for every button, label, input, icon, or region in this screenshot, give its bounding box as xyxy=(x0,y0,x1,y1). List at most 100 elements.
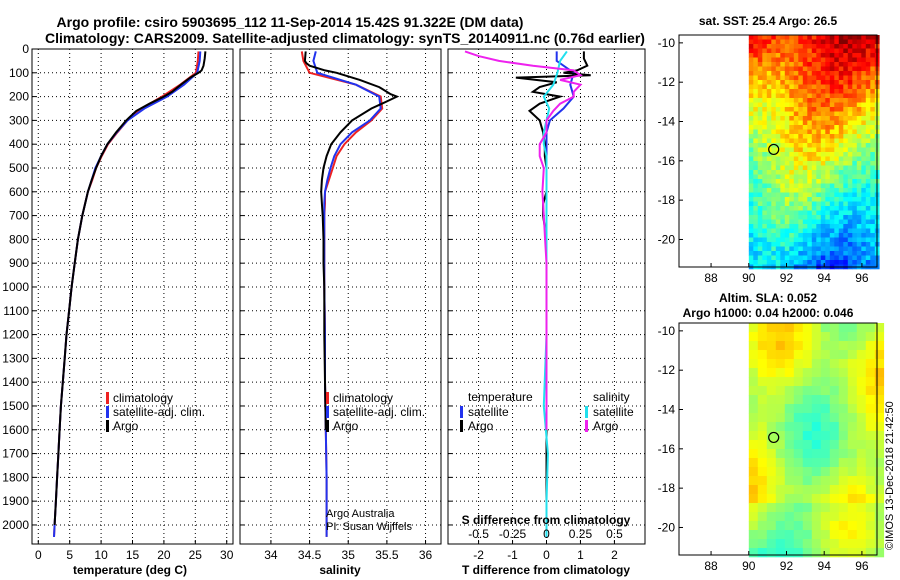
map-cell xyxy=(843,201,849,207)
map-cell xyxy=(829,84,835,90)
map-cell xyxy=(807,44,813,49)
map-cell xyxy=(802,413,813,423)
map-cell xyxy=(865,120,871,126)
map-cell xyxy=(829,210,835,216)
map-cell xyxy=(838,228,844,234)
map-cell xyxy=(870,93,876,99)
map-cell xyxy=(874,440,885,450)
map-cell xyxy=(874,467,885,477)
x-tick-label: 10 xyxy=(94,548,108,562)
map-cell xyxy=(784,368,795,378)
map-cell xyxy=(861,80,867,85)
map-cell xyxy=(789,188,795,193)
map-cell xyxy=(820,539,831,549)
x-tick-label: 5 xyxy=(66,548,73,562)
map-cell xyxy=(753,129,759,135)
map-cell xyxy=(775,548,786,558)
map-cell xyxy=(798,206,804,211)
map-cell xyxy=(748,156,754,162)
map-cell xyxy=(829,188,835,193)
map-cell xyxy=(811,98,817,103)
map-cell xyxy=(856,255,862,261)
map-cell xyxy=(820,71,826,76)
map-cell xyxy=(856,503,867,513)
map-cell xyxy=(757,102,763,108)
map-cell xyxy=(829,152,835,157)
map-cell xyxy=(802,57,808,63)
map-cell xyxy=(784,129,790,135)
map-cell xyxy=(838,107,844,112)
map-cell xyxy=(807,75,813,81)
map-cell xyxy=(856,188,862,193)
map-cell xyxy=(798,188,804,193)
map-cell xyxy=(838,201,844,207)
map-y-tick-label: -12 xyxy=(658,363,676,377)
map-cell xyxy=(757,188,763,193)
map-cell xyxy=(780,44,786,49)
map-cell xyxy=(856,134,862,139)
map-cell xyxy=(811,458,822,468)
map-cell xyxy=(870,107,876,112)
map-cell xyxy=(762,228,768,234)
temperature-xticks: 0 5 10 15 20 25 30 xyxy=(35,540,234,562)
map-cell xyxy=(838,129,844,135)
map-cell xyxy=(784,188,790,193)
map-cell xyxy=(780,35,786,40)
map-cell xyxy=(865,215,871,220)
map-cell xyxy=(852,215,858,220)
map-cell xyxy=(793,138,799,144)
map-cell xyxy=(766,404,777,414)
map-cell xyxy=(865,404,876,414)
map-cell xyxy=(847,332,858,342)
map-cell xyxy=(802,449,813,459)
map-cell xyxy=(757,521,768,531)
map-cell xyxy=(762,251,768,256)
map-cell xyxy=(847,539,858,549)
map-cell xyxy=(820,143,826,148)
map-cell xyxy=(829,75,835,81)
map-cell xyxy=(865,116,871,121)
map-cell xyxy=(780,62,786,67)
map-cell xyxy=(748,224,754,229)
difference-series xyxy=(464,50,591,537)
map-cell xyxy=(829,512,840,522)
map-cell xyxy=(753,219,759,225)
map-cell xyxy=(852,53,858,58)
map-cell xyxy=(847,206,853,211)
map-cell xyxy=(802,102,808,108)
map-cell xyxy=(771,206,777,211)
map-cell xyxy=(748,255,754,261)
map-cell xyxy=(811,138,817,144)
map-cell xyxy=(753,102,759,108)
map-cell xyxy=(766,125,772,130)
map-cell xyxy=(865,413,876,423)
map-cell xyxy=(789,165,795,171)
map-cell xyxy=(825,237,831,243)
map-cell xyxy=(753,246,759,252)
map-cell xyxy=(757,183,763,189)
map-cell xyxy=(784,89,790,94)
map-cell xyxy=(852,98,858,103)
x-tick-label: 15 xyxy=(126,548,140,562)
map-cell xyxy=(816,179,822,184)
map-cell xyxy=(789,179,795,184)
map-cell xyxy=(748,125,754,130)
map-cell xyxy=(762,66,768,72)
map-cell xyxy=(780,75,786,81)
map-cell xyxy=(784,485,795,495)
map-cell xyxy=(820,165,826,171)
y-tick-label: 100 xyxy=(9,66,29,80)
map-cell xyxy=(861,134,867,139)
map-cell xyxy=(820,66,826,72)
map-cell xyxy=(838,485,849,495)
map-cell xyxy=(852,165,858,171)
map-cell xyxy=(748,431,759,441)
map-cell xyxy=(829,93,835,99)
map-cell xyxy=(789,98,795,103)
map-cell xyxy=(865,44,871,49)
map-cell xyxy=(757,174,763,180)
sst-map-cells xyxy=(748,35,880,270)
map-cell xyxy=(802,174,808,180)
legend-label-t-satellite: satellite xyxy=(468,405,509,419)
map-cell xyxy=(811,192,817,198)
